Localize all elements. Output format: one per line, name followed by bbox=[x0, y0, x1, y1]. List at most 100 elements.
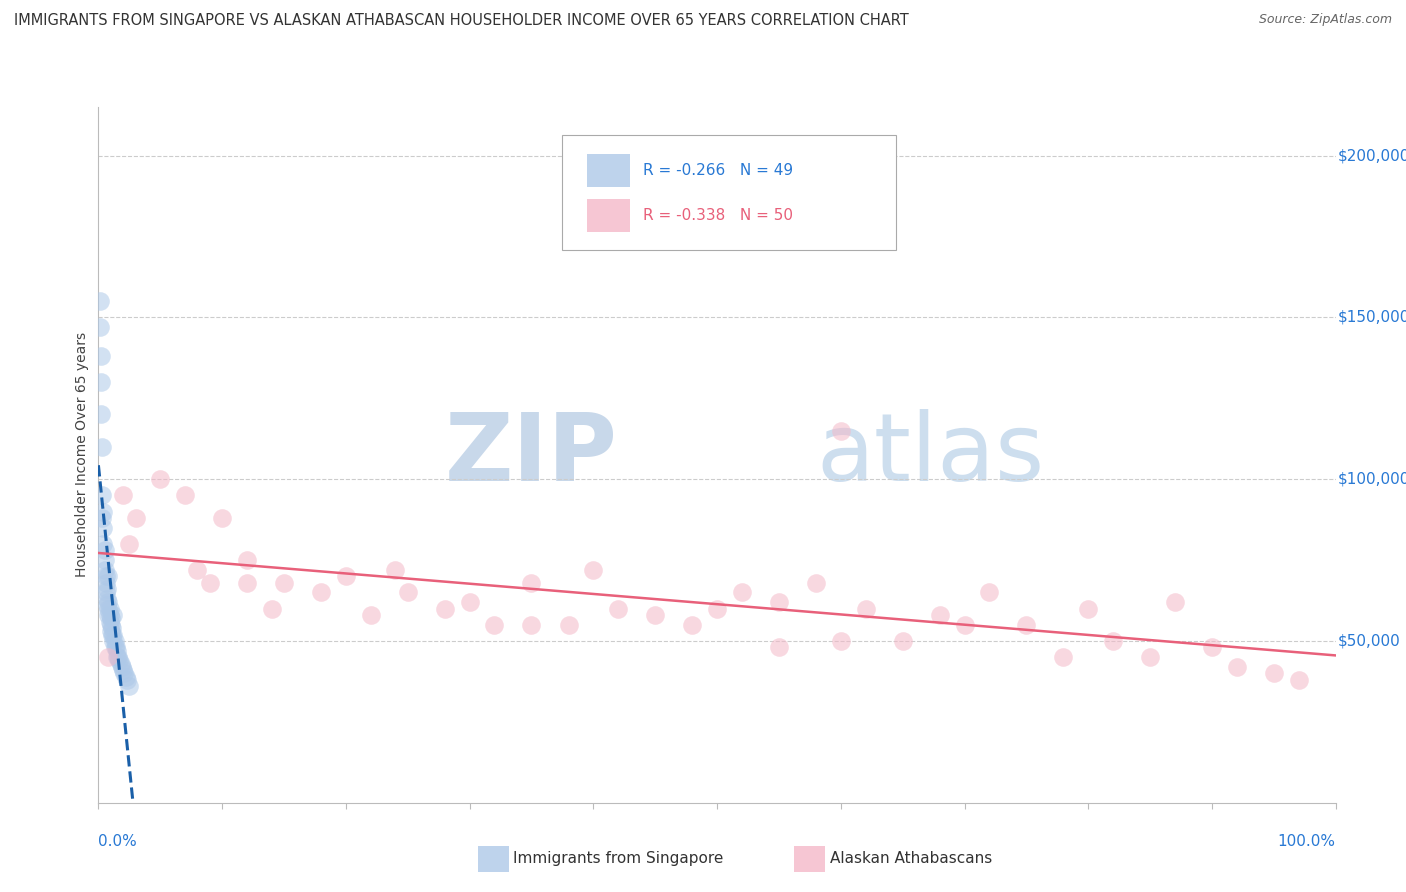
Point bbox=[91, 511, 114, 525]
Point bbox=[118, 537, 141, 551]
Point bbox=[198, 575, 221, 590]
Point bbox=[118, 679, 141, 693]
Point bbox=[1164, 595, 1187, 609]
Point bbox=[97, 608, 120, 623]
Y-axis label: Householder Income Over 65 years: Householder Income Over 65 years bbox=[76, 333, 90, 577]
Point bbox=[309, 585, 332, 599]
Point bbox=[112, 666, 135, 681]
Text: R = -0.338   N = 50: R = -0.338 N = 50 bbox=[643, 208, 793, 223]
Point bbox=[768, 595, 790, 609]
Point bbox=[103, 634, 125, 648]
Point bbox=[103, 640, 125, 655]
Point bbox=[706, 601, 728, 615]
Point bbox=[891, 634, 914, 648]
Point bbox=[101, 627, 124, 641]
Point bbox=[96, 591, 118, 606]
Text: R = -0.266   N = 49: R = -0.266 N = 49 bbox=[643, 163, 793, 178]
Point bbox=[260, 601, 283, 615]
Point bbox=[149, 472, 172, 486]
Point bbox=[93, 537, 115, 551]
Point bbox=[830, 424, 852, 438]
Point bbox=[97, 601, 120, 615]
Point bbox=[582, 563, 605, 577]
Point bbox=[98, 615, 121, 629]
Point bbox=[96, 582, 118, 597]
Point bbox=[804, 575, 827, 590]
Point bbox=[110, 657, 132, 671]
Point bbox=[91, 440, 114, 454]
Point bbox=[97, 569, 120, 583]
Point bbox=[105, 643, 128, 657]
Point bbox=[97, 650, 120, 665]
Point bbox=[93, 553, 115, 567]
Point bbox=[104, 640, 127, 655]
Point bbox=[100, 611, 122, 625]
Point bbox=[100, 617, 122, 632]
Text: Alaskan Athabascans: Alaskan Athabascans bbox=[830, 852, 991, 866]
Point bbox=[335, 569, 357, 583]
Point bbox=[236, 553, 259, 567]
Point bbox=[91, 488, 114, 502]
Text: Source: ZipAtlas.com: Source: ZipAtlas.com bbox=[1258, 13, 1392, 27]
Point bbox=[1226, 660, 1249, 674]
Point bbox=[731, 585, 754, 599]
Point bbox=[89, 320, 111, 334]
Point bbox=[1139, 650, 1161, 665]
Point bbox=[115, 673, 138, 687]
Point bbox=[90, 375, 112, 389]
Point bbox=[1102, 634, 1125, 648]
Point bbox=[186, 563, 208, 577]
Point bbox=[103, 608, 125, 623]
FancyBboxPatch shape bbox=[562, 135, 897, 250]
Point bbox=[768, 640, 790, 655]
Point bbox=[928, 608, 950, 623]
Point bbox=[396, 585, 419, 599]
Point bbox=[93, 504, 115, 518]
Point bbox=[484, 617, 506, 632]
Point bbox=[557, 617, 579, 632]
Point bbox=[855, 601, 877, 615]
Text: $200,000: $200,000 bbox=[1339, 148, 1406, 163]
Point bbox=[433, 601, 456, 615]
Point bbox=[107, 650, 129, 665]
Text: $50,000: $50,000 bbox=[1339, 633, 1400, 648]
Point bbox=[681, 617, 703, 632]
Point bbox=[90, 408, 112, 422]
Point bbox=[96, 599, 118, 613]
Text: IMMIGRANTS FROM SINGAPORE VS ALASKAN ATHABASCAN HOUSEHOLDER INCOME OVER 65 YEARS: IMMIGRANTS FROM SINGAPORE VS ALASKAN ATH… bbox=[14, 13, 908, 29]
Point bbox=[103, 627, 125, 641]
Point bbox=[520, 617, 543, 632]
Point bbox=[384, 563, 406, 577]
Point bbox=[98, 608, 121, 623]
Point bbox=[360, 608, 382, 623]
Text: Immigrants from Singapore: Immigrants from Singapore bbox=[513, 852, 724, 866]
Text: $150,000: $150,000 bbox=[1339, 310, 1406, 325]
Point bbox=[108, 653, 131, 667]
Text: $100,000: $100,000 bbox=[1339, 472, 1406, 487]
Point bbox=[520, 575, 543, 590]
Point bbox=[93, 563, 115, 577]
Point bbox=[111, 660, 134, 674]
Point bbox=[112, 488, 135, 502]
Point bbox=[93, 521, 115, 535]
Text: 0.0%: 0.0% bbox=[98, 834, 138, 849]
Point bbox=[1052, 650, 1074, 665]
Bar bbox=[588, 153, 630, 187]
Point bbox=[98, 601, 121, 615]
Point bbox=[979, 585, 1001, 599]
Point bbox=[1263, 666, 1285, 681]
Point bbox=[1201, 640, 1223, 655]
Bar bbox=[588, 199, 630, 232]
Point bbox=[1288, 673, 1310, 687]
Text: ZIP: ZIP bbox=[446, 409, 619, 501]
Point bbox=[458, 595, 481, 609]
Point bbox=[100, 624, 122, 639]
Point bbox=[94, 575, 117, 590]
Point bbox=[953, 617, 976, 632]
Point bbox=[114, 670, 136, 684]
Point bbox=[103, 634, 125, 648]
Point bbox=[112, 663, 135, 677]
Point bbox=[174, 488, 197, 502]
Point bbox=[93, 543, 115, 558]
Point bbox=[101, 621, 124, 635]
